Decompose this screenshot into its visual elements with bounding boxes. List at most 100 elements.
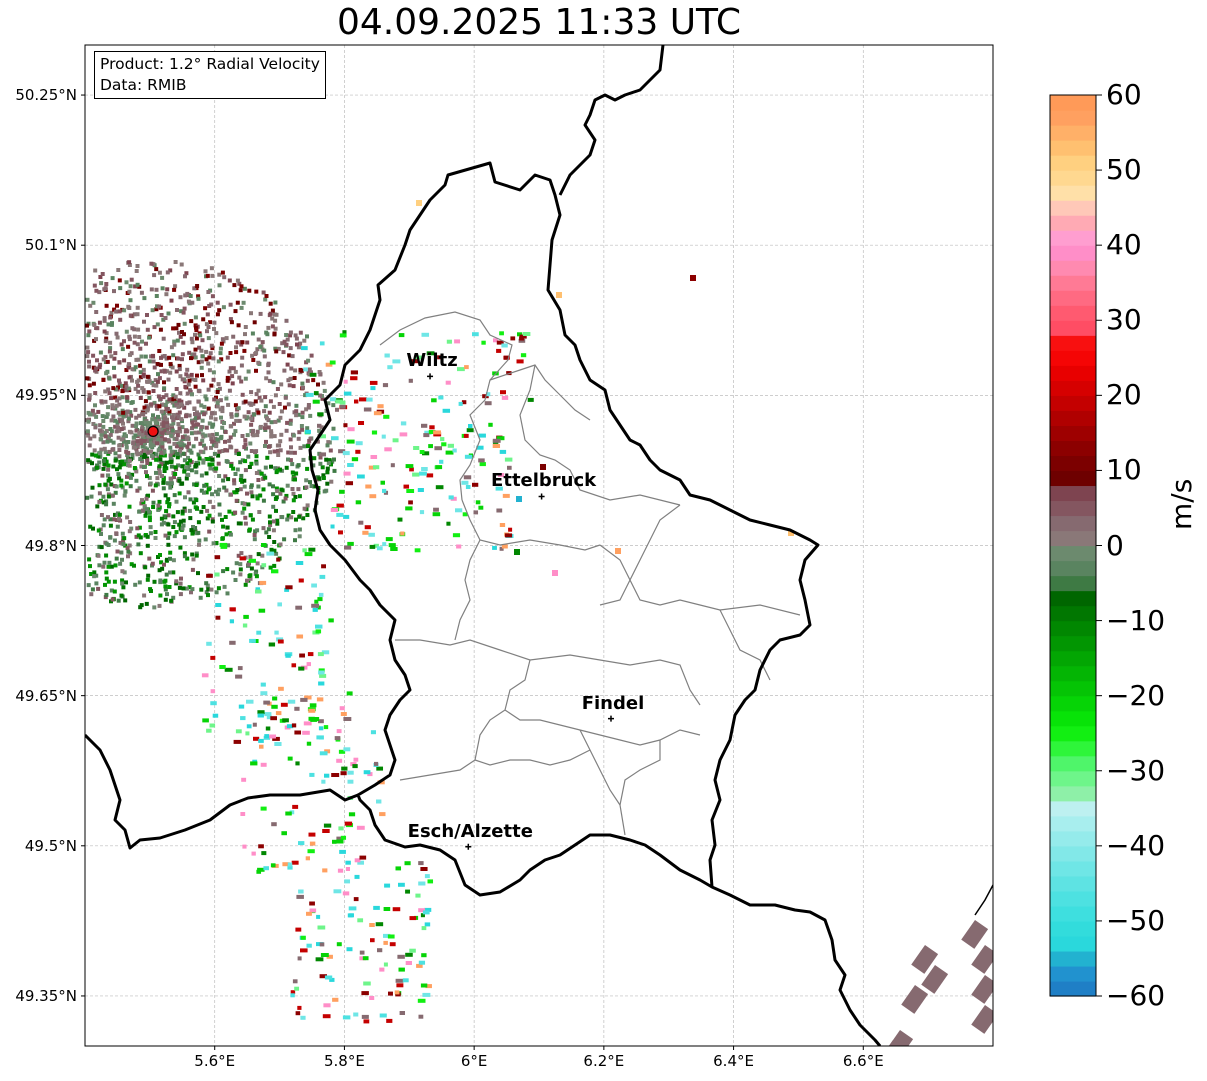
- colorbar-band: [1050, 185, 1096, 201]
- colorbar-band: [1050, 125, 1096, 141]
- colorbar-band: [1050, 305, 1096, 321]
- city-marker: [607, 715, 614, 722]
- colorbar-tick-label: −60: [1106, 979, 1166, 1012]
- national-border-germany-north: [558, 45, 665, 196]
- lat-tick-label: 50.25°N: [15, 86, 77, 105]
- colorbar-band: [1050, 875, 1096, 892]
- colorbar-band: [1050, 755, 1096, 772]
- lon-tick-label: 6.2°E: [583, 1052, 625, 1070]
- lat-tick-label: 49.95°N: [15, 386, 77, 405]
- colorbar-band: [1050, 590, 1096, 607]
- city-markers: [427, 373, 614, 850]
- lat-tick-label: 49.35°N: [15, 986, 77, 1005]
- colorbar-band: [1050, 380, 1096, 396]
- colorbar-band: [1050, 170, 1096, 186]
- colorbar-unit-label: m/s: [1165, 478, 1198, 530]
- colorbar-tick-label: −30: [1106, 753, 1166, 787]
- colorbar-tick-label: 40: [1106, 228, 1142, 262]
- colorbar-band: [1050, 650, 1096, 667]
- city-marker: [427, 373, 434, 380]
- national-border-france-germany: [974, 884, 993, 916]
- district-boundaries: [379, 311, 801, 836]
- colorbar-band: [1050, 530, 1096, 547]
- product-label: Product: 1.2° Radial Velocity: [100, 55, 320, 73]
- colorbar-band: [1050, 320, 1096, 336]
- colorbar-band: [1050, 890, 1096, 907]
- radar-site-marker: [147, 425, 159, 437]
- colorbar-tick-label: 60: [1106, 78, 1142, 111]
- lon-tick-label: 6°E: [460, 1052, 488, 1070]
- colorbar-band: [1050, 680, 1096, 697]
- city-label: Ettelbruck: [491, 470, 597, 492]
- colorbar-band: [1050, 635, 1096, 652]
- radar-echoes: [85, 200, 993, 1046]
- colorbar-band: [1050, 905, 1096, 922]
- colorbar-band: [1050, 710, 1096, 727]
- lon-tick-label: 5.8°E: [324, 1052, 365, 1070]
- colorbar-band: [1050, 230, 1096, 246]
- colorbar-tick-label: −50: [1106, 903, 1166, 937]
- city-label: Esch/Alzette: [407, 820, 533, 842]
- colorbar-band: [1050, 740, 1096, 757]
- luxembourg-border: [308, 161, 820, 897]
- colorbar-band: [1050, 200, 1096, 216]
- colorbar-band: [1050, 860, 1096, 877]
- colorbar-band: [1050, 215, 1096, 231]
- colorbar-band: [1050, 935, 1096, 952]
- colorbar-band: [1050, 275, 1096, 291]
- colorbar-band: [1050, 335, 1096, 351]
- lat-tick-label: 50.1°N: [24, 236, 77, 255]
- city-label: Wiltz: [406, 350, 458, 372]
- colorbar-band: [1050, 440, 1096, 456]
- data-source-label: Data: RMIB: [100, 76, 187, 94]
- colorbar-band: [1050, 575, 1096, 592]
- colorbar-band: [1050, 470, 1096, 487]
- colorbar-band: [1050, 395, 1096, 411]
- colorbar-band: [1050, 455, 1096, 472]
- colorbar-band: [1050, 665, 1096, 682]
- national-border-belgium-france: [85, 733, 359, 850]
- colorbar-band: [1050, 725, 1096, 742]
- colorbar-band: [1050, 410, 1096, 426]
- national-border-germany-south: [711, 885, 882, 1046]
- colorbar-tick-label: −20: [1106, 678, 1166, 712]
- colorbar-band: [1050, 920, 1096, 937]
- colorbar-band: [1050, 800, 1096, 817]
- colorbar-band: [1050, 830, 1096, 847]
- lon-tick-label: 5.6°E: [194, 1052, 236, 1070]
- colorbar-band: [1050, 980, 1096, 997]
- colorbar-band: [1050, 785, 1096, 802]
- colorbar-band: [1050, 965, 1096, 982]
- colorbar-tick-label: 0: [1106, 528, 1124, 562]
- colorbar-band: [1050, 560, 1096, 577]
- colorbar-band: [1050, 245, 1096, 261]
- colorbar-band: [1050, 365, 1096, 381]
- colorbar-tick-label: 20: [1106, 378, 1142, 412]
- colorbar-tick-label: 10: [1106, 453, 1142, 487]
- colorbar-band: [1050, 290, 1096, 306]
- colorbar-band: [1050, 260, 1096, 276]
- lat-tick-label: 49.8°N: [24, 536, 77, 555]
- map-title: 04.09.2025 11:33 UTC: [336, 2, 742, 43]
- lat-tick-label: 49.5°N: [24, 836, 77, 855]
- colorbar-tick-label: 30: [1106, 303, 1142, 337]
- city-marker: [465, 843, 472, 850]
- colorbar-tick-label: −10: [1106, 603, 1166, 637]
- colorbar-band: [1050, 500, 1096, 517]
- colorbar-band: [1050, 770, 1096, 787]
- colorbar-band: [1050, 620, 1096, 637]
- colorbar-band: [1050, 695, 1096, 712]
- colorbar-band: [1050, 845, 1096, 862]
- product-info-box: Product: 1.2° Radial Velocity Data: RMIB: [94, 51, 326, 99]
- lon-tick-label: 6.6°E: [842, 1052, 884, 1070]
- lon-tick-label: 6.4°E: [713, 1052, 754, 1070]
- colorbar-band: [1050, 485, 1096, 502]
- colorbar-band: [1050, 545, 1096, 562]
- lat-tick-label: 49.65°N: [15, 686, 77, 705]
- axis-ticks: [81, 94, 864, 1050]
- city-label: Findel: [581, 692, 645, 714]
- colorbar-band: [1050, 605, 1096, 622]
- colorbar-tick-label: 50: [1106, 153, 1142, 187]
- city-marker: [538, 493, 545, 500]
